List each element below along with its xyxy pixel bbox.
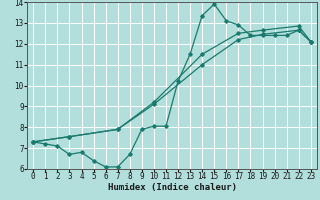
X-axis label: Humidex (Indice chaleur): Humidex (Indice chaleur) bbox=[108, 183, 236, 192]
